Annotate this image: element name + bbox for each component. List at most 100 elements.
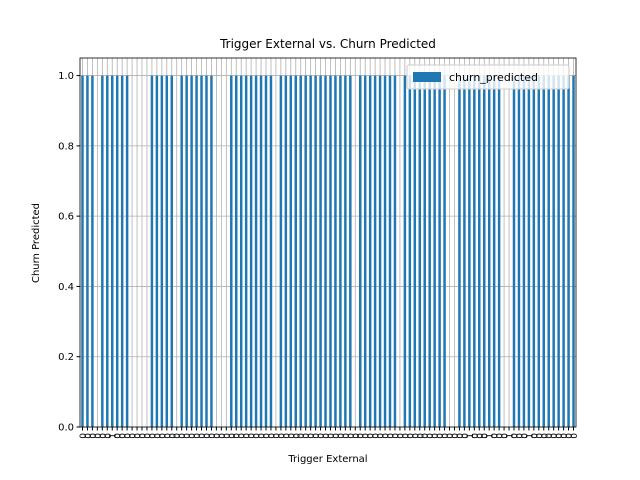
x-tick-label: 1 — [525, 433, 535, 439]
bar — [304, 75, 307, 428]
bar — [473, 75, 476, 428]
x-tick-label: 1 — [486, 433, 496, 439]
x-tick-label: 0 — [282, 433, 292, 439]
y-tick-label: 0.8 — [58, 141, 74, 152]
x-tick-label: 0 — [327, 433, 337, 439]
bar — [264, 75, 268, 428]
x-tick-label: 0 — [426, 433, 436, 439]
x-tick-label: 0 — [228, 433, 238, 439]
x-tick-label: 0 — [143, 433, 153, 439]
bar — [378, 75, 382, 428]
bar — [443, 75, 446, 428]
bar — [393, 75, 397, 428]
x-tick-label: 0 — [406, 433, 416, 439]
x-tick-label: 0 — [461, 433, 471, 439]
y-tick-label: 0.4 — [58, 282, 74, 293]
bar — [567, 75, 570, 428]
x-tick-label: 0 — [372, 433, 382, 439]
bar — [319, 75, 322, 428]
legend-label: churn_predicted — [449, 71, 538, 84]
x-tick-label: 0 — [515, 433, 525, 439]
bar — [120, 75, 124, 428]
x-tick-label: 0 — [223, 433, 233, 439]
bar — [433, 75, 436, 428]
bar — [388, 75, 392, 428]
bar — [522, 75, 526, 428]
x-tick-label: 0 — [511, 433, 521, 439]
x-tick-label: 0 — [481, 433, 491, 439]
bar — [190, 75, 193, 428]
x-tick-label: 0 — [471, 433, 481, 439]
x-tick-label: 1 — [506, 433, 516, 439]
bar — [81, 75, 84, 428]
x-tick-label: 0 — [193, 433, 203, 439]
x-tick-label: 0 — [104, 433, 114, 439]
bar — [359, 75, 362, 428]
bar — [101, 75, 104, 428]
x-tick-label: 0 — [134, 433, 144, 439]
plot-frame — [79, 57, 577, 428]
x-tick-label: 0 — [188, 433, 198, 439]
bar — [527, 75, 531, 428]
x-tick-label: 0 — [446, 433, 456, 439]
x-tick-label: 0 — [153, 433, 163, 439]
x-tick-label: 0 — [258, 433, 268, 439]
x-tick-label: 0 — [173, 433, 183, 439]
x-tick-label: 0 — [307, 433, 317, 439]
bar — [572, 75, 575, 428]
bar — [537, 75, 541, 428]
bar — [344, 75, 347, 428]
x-tick-label: 0 — [382, 433, 392, 439]
x-tick-label: 0 — [476, 433, 486, 439]
x-tick-label: 0 — [362, 433, 372, 439]
x-tick-label: 0 — [367, 433, 377, 439]
y-tick-label: 0.6 — [58, 212, 74, 223]
bar — [517, 75, 521, 428]
bar — [309, 75, 312, 428]
bar — [334, 75, 337, 428]
bar — [235, 75, 238, 428]
bar — [314, 75, 317, 428]
x-axis-label: Trigger External — [287, 454, 367, 465]
x-tick-label: 0 — [332, 433, 342, 439]
x-tick-label: 0 — [287, 433, 297, 439]
x-tick-label: 0 — [267, 433, 277, 439]
x-tick-label: 0 — [560, 433, 570, 439]
x-tick-label: 0 — [139, 433, 149, 439]
bar — [150, 75, 154, 428]
bar — [324, 75, 327, 428]
bar — [230, 75, 233, 428]
bar — [487, 75, 491, 428]
x-tick-label: 0 — [436, 433, 446, 439]
bar — [254, 75, 258, 428]
x-tick-label: 0 — [158, 433, 168, 439]
x-tick-label: 0 — [411, 433, 421, 439]
bar — [413, 75, 417, 428]
x-tick-label: 0 — [208, 433, 218, 439]
x-tick-label: 0 — [357, 433, 367, 439]
x-tick-label: 0 — [168, 433, 178, 439]
x-tick-label: 0 — [99, 433, 109, 439]
x-tick-label: 0 — [163, 433, 173, 439]
x-tick-label: 0 — [520, 433, 530, 439]
bar — [532, 75, 536, 428]
x-tick-label: 0 — [496, 433, 506, 439]
bar — [363, 75, 367, 428]
x-tick-label: 0 — [178, 433, 188, 439]
bar — [497, 75, 501, 428]
x-tick-label: 1 — [109, 433, 119, 439]
x-tick-label: 0 — [570, 433, 580, 439]
x-tick-label: 0 — [238, 433, 248, 439]
bar — [106, 75, 109, 428]
x-tick-label: 0 — [297, 433, 307, 439]
x-tick-label: 0 — [401, 433, 411, 439]
bar — [299, 75, 302, 428]
x-tick-label: 0 — [545, 433, 555, 439]
x-tick-label: 0 — [114, 433, 124, 439]
x-tick-label: 0 — [248, 433, 258, 439]
x-tick-label: 0 — [89, 433, 99, 439]
x-tick-label: 0 — [312, 433, 322, 439]
bar — [339, 75, 342, 428]
bar — [403, 75, 407, 428]
bar — [195, 75, 198, 428]
